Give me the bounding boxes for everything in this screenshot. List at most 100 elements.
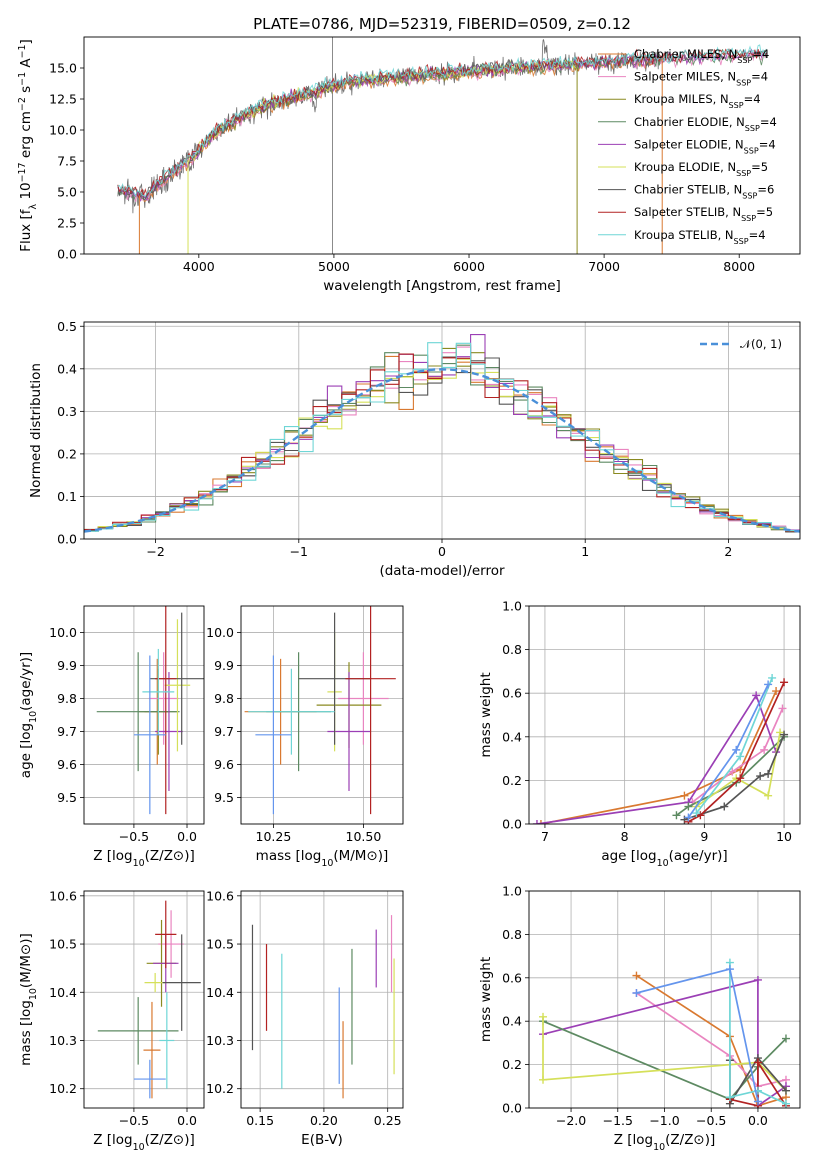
tick-label-y: 2.5 [57, 216, 77, 231]
tick-label-x: 0.0 [748, 1113, 768, 1128]
plot-area-mass-weight-vs-Z [539, 958, 790, 1108]
tick-label-y: 0.0 [57, 532, 77, 547]
mass-weight-marker [764, 680, 773, 689]
plot-area-mass-vs-ebv [251, 915, 395, 1099]
axes-frame [240, 890, 404, 1109]
model-spectrum [187, 59, 578, 165]
tick-label-y: 10.2 [206, 1081, 234, 1096]
mass-weight-marker [753, 975, 762, 984]
errorbar-point [143, 1001, 161, 1099]
tick-label-y: 0.0 [57, 247, 77, 262]
mass-weight-line [729, 962, 787, 1105]
tick-label-y: 0.8 [502, 927, 522, 942]
tick-label-x: 7 [541, 829, 549, 844]
mass-weight-marker [753, 1097, 762, 1106]
tick-label-y: 0.2 [57, 446, 77, 461]
mass-weight-marker [780, 730, 789, 739]
tick-label-y: 9.6 [214, 757, 234, 772]
normal-curve [84, 368, 800, 533]
spectrum-legend: Chabrier MILES, NSSP=4 Salpeter MILES, NS… [598, 47, 777, 245]
legend-label: Salpeter ELODIE, NSSP=4 [634, 137, 776, 155]
errorbar-point [248, 668, 335, 755]
mass-weight-line [687, 684, 769, 818]
tick-label-x: −1 [290, 544, 308, 559]
x-axis-label: E(B-V) [301, 1132, 343, 1148]
mass-weight-marker [781, 1099, 790, 1108]
mass-weight-line [542, 1016, 787, 1092]
tick-label-y: 9.9 [214, 658, 234, 673]
tick-label-y: 0.6 [502, 970, 522, 985]
mass-weight-marker [632, 988, 641, 997]
tick-label-x: −1.0 [649, 1113, 679, 1128]
tick-label-y: 0.4 [502, 1014, 522, 1029]
tick-label-x: −1.5 [603, 1113, 633, 1128]
y-axis-label: Normed distribution [28, 363, 44, 498]
tick-label-y: 10.5 [206, 937, 234, 952]
mass-weight-line [542, 978, 787, 1108]
tick-label-y: 9.5 [214, 790, 234, 805]
tick-label-x: 10 [776, 829, 792, 844]
mass-weight-marker [760, 745, 769, 754]
tick-label-x: 2 [724, 544, 732, 559]
errorbar-point [159, 992, 175, 1089]
tick-label-y: 9.7 [214, 724, 234, 739]
y-axis-label: mass weight [478, 672, 494, 757]
mass-weight-line [687, 681, 785, 823]
axes-frame [83, 605, 205, 825]
errorbar-point [142, 648, 175, 735]
mass-weight-marker [764, 791, 773, 800]
errorbar-point [133, 1059, 166, 1099]
mass-weight-marker [539, 1075, 548, 1084]
tick-label-x: 8000 [723, 259, 755, 274]
tick-label-y: 1.0 [502, 884, 522, 899]
legend-label: Kroupa MILES, NSSP=4 [634, 92, 761, 110]
axes-frame [83, 890, 205, 1109]
tick-label-x: −0.5 [119, 1113, 149, 1128]
tick-label-y: 9.7 [57, 724, 77, 739]
errorbar-point [255, 655, 292, 815]
plot-area-age-vs-Z [96, 606, 204, 815]
x-axis-label: Z [log10(Z/Z⊙)] [93, 1132, 195, 1153]
tick-label-y: 0.2 [502, 773, 522, 788]
errorbar-point [133, 655, 166, 815]
tick-label-y: 5.0 [57, 185, 77, 200]
mass-weight-marker [753, 1058, 762, 1067]
plots-layer: 4000 5000 6000 7000 80000.02.55.07.510.012.5… [17, 36, 801, 1153]
figure-title: PLATE=0786, MJD=52319, FIBERID=0509, z=0… [253, 15, 631, 33]
tick-label-x: −0.5 [696, 1113, 726, 1128]
axes-frame [528, 890, 801, 1109]
mass-weight-marker [781, 1086, 790, 1095]
residual-histogram [84, 342, 800, 532]
tick-label-y: 7.5 [57, 154, 77, 169]
errorbar-point [155, 900, 177, 969]
mass-weight-marker [536, 820, 545, 824]
mass-weight-line [636, 968, 759, 1102]
plot-area-spectrum [117, 37, 767, 254]
tick-label-y: 10.0 [206, 625, 234, 640]
tick-label-x: −0.5 [119, 829, 149, 844]
legend-label: Chabrier STELIB, NSSP=6 [634, 183, 774, 201]
mass-weight-marker [680, 791, 689, 800]
tick-label-x: 6000 [453, 259, 485, 274]
mass-weight-marker [725, 1093, 734, 1102]
plot-mass-weight-vs-age: 7 8 9 10 0.0 0.2 0.4 0.6 0.8 1.0 age [log10(age/yr… [478, 599, 801, 869]
tick-label-y: 1.0 [502, 599, 522, 614]
tick-label-x: 7000 [588, 259, 620, 274]
legend-label: 𝒩(0, 1) [740, 337, 782, 351]
plot-mass-vs-Z: −0.5 0.0 10.2 10.3 10.4 10.5 10.6 Z [log10(Z/Z⊙… [18, 888, 205, 1153]
tick-label-y: 12.5 [49, 92, 77, 107]
errorbar-point [155, 672, 183, 791]
tick-label-x: 0.20 [310, 1113, 338, 1128]
plot-residuals: −2 −1 0 1 2 0.0 0.1 0.2 0.3 0.4 0.5 (data-model)/er… [28, 319, 801, 579]
tick-label-y: 0.0 [502, 817, 522, 832]
mass-weight-marker [780, 678, 789, 687]
errorbar-point [97, 997, 179, 1065]
x-axis-label: Z [log10(Z/Z⊙)] [93, 848, 195, 869]
tick-label-y: 0.8 [502, 642, 522, 657]
tick-label-y: 9.9 [57, 658, 77, 673]
tick-label-y: 0.1 [57, 489, 77, 504]
tick-label-y: 9.5 [57, 790, 77, 805]
mass-weight-marker [736, 752, 745, 761]
tick-label-x: −2.0 [556, 1113, 586, 1128]
